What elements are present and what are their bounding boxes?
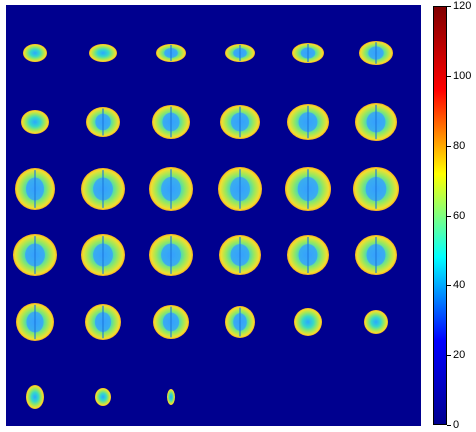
colorbar-tick-label: 80 xyxy=(453,140,466,152)
brain-slice xyxy=(23,44,47,62)
colorbar-tick-label: 20 xyxy=(453,349,466,361)
brain-slice xyxy=(89,44,117,62)
brain-slice xyxy=(294,308,322,336)
colorbar-tick xyxy=(447,146,451,147)
brain-slice xyxy=(167,389,175,405)
brain-slice xyxy=(95,388,111,406)
colorbar-tick-label: 40 xyxy=(453,279,466,291)
brain-slice xyxy=(364,310,388,334)
colorbar-tick xyxy=(447,355,451,356)
colorbar-tick xyxy=(447,425,451,426)
colorbar-tick-label: 120 xyxy=(453,0,472,12)
brain-slice xyxy=(21,110,49,134)
slice-montage-canvas xyxy=(13,41,399,409)
colorbar-tick-label: 60 xyxy=(453,210,466,222)
colorbar-tick xyxy=(447,76,451,77)
colorbar-tick xyxy=(447,216,451,217)
colorbar-tick-label: 0 xyxy=(453,419,460,431)
colorbar-tick xyxy=(447,6,451,7)
brain-slice xyxy=(26,385,44,409)
colorbar-tick-label: 100 xyxy=(453,70,472,82)
colorbar xyxy=(433,6,447,425)
slice-montage xyxy=(6,5,421,426)
colorbar-tick xyxy=(447,285,451,286)
